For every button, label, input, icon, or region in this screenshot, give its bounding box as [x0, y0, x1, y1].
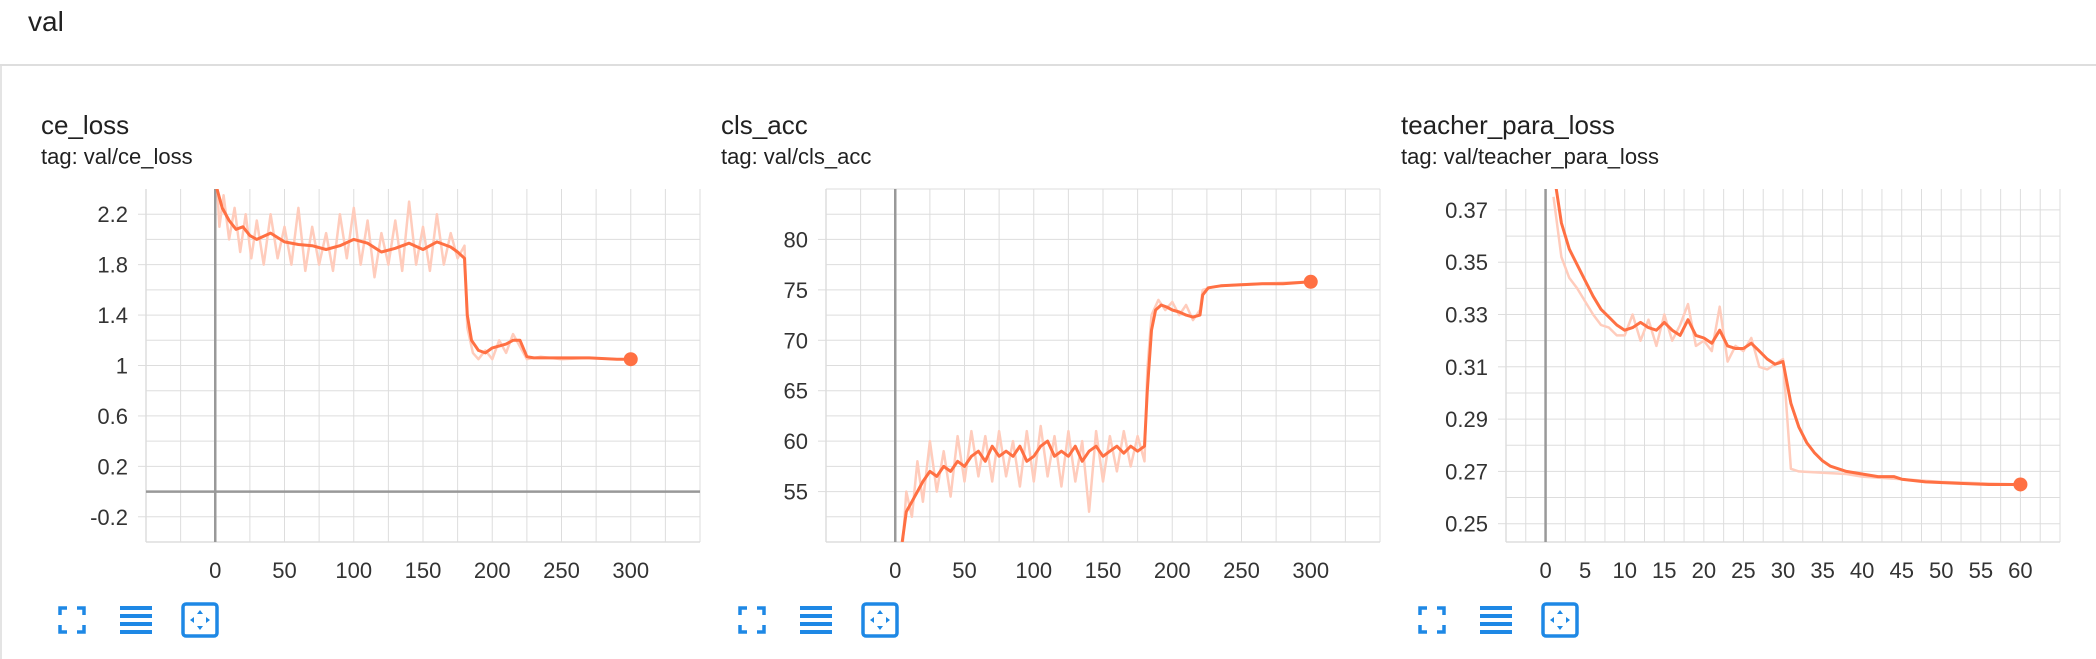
fullscreen-button[interactable] [732, 600, 772, 640]
x-tick-label: 25 [1731, 558, 1755, 583]
card-title: cls_acc [721, 110, 808, 140]
y-tick-label: 80 [784, 227, 808, 252]
last-point-marker [623, 352, 638, 367]
last-point-marker [2013, 477, 2028, 492]
y-tick-label: 0.35 [1445, 250, 1488, 275]
x-tick-label: 250 [543, 558, 580, 583]
ce-loss-chart[interactable]: -0.2 0.2 0.6 1 1.4 1.8 2.2 0 50 100 150 200 250 300 [0, 66, 701, 596]
y-tick-label: 60 [784, 429, 808, 454]
x-tick-label: 300 [612, 558, 649, 583]
y-tick-label: 2.2 [97, 202, 128, 227]
x-tick-label: 0 [1539, 558, 1551, 583]
x-tick-label: 250 [1223, 558, 1260, 583]
fullscreen-icon [738, 606, 766, 634]
y-tick-label: 75 [784, 278, 808, 303]
x-tick-label: 200 [1154, 558, 1191, 583]
x-tick-label: 100 [335, 558, 372, 583]
y-tick-label: 70 [784, 328, 808, 353]
series-group [900, 280, 1311, 542]
y-tick-label: 0.27 [1445, 459, 1488, 484]
card-tag: tag: val/teacher_para_loss [1401, 144, 1660, 169]
x-tick-label: 50 [1929, 558, 1953, 583]
series-raw-line [901, 280, 1311, 542]
x-tick-label: 50 [272, 558, 296, 583]
fullscreen-icon [1418, 606, 1446, 634]
x-tick-label: 100 [1015, 558, 1052, 583]
y-tick-label: 0.29 [1445, 407, 1488, 432]
y-tick-label: 0.37 [1445, 198, 1488, 223]
section-divider [0, 64, 2096, 66]
y-tick-label: 0.6 [97, 404, 128, 429]
x-tick-label: 40 [1850, 558, 1874, 583]
series-smoothed-line [1554, 189, 2021, 486]
fit-domain-icon [1541, 602, 1579, 638]
series-raw-line [216, 189, 631, 361]
card-title: teacher_para_loss [1401, 110, 1615, 140]
y-tick-label: 0.2 [97, 454, 128, 479]
section-title: val [28, 6, 64, 37]
x-tick-label: 45 [1889, 558, 1913, 583]
teacher-para-loss-chart[interactable]: 0.25 0.27 0.29 0.31 0.33 0.35 0.37 0 5 10 15 20 25 30… [1360, 66, 2061, 596]
y-tick-label: 0.25 [1445, 512, 1488, 537]
fit-domain-button[interactable] [180, 600, 220, 640]
x-tick-label: 15 [1652, 558, 1676, 583]
fullscreen-icon [58, 606, 86, 634]
fit-domain-icon [861, 602, 899, 638]
x-tick-label: 0 [889, 558, 901, 583]
x-tick-label: 300 [1292, 558, 1329, 583]
x-tick-label: 10 [1612, 558, 1636, 583]
x-tick-label: 150 [1085, 558, 1122, 583]
y-tick-label: 1.4 [97, 303, 128, 328]
x-tick-label: 30 [1771, 558, 1795, 583]
x-tick-label: 150 [405, 558, 442, 583]
y-tick-label: 1 [116, 354, 128, 379]
fit-domain-button[interactable] [1540, 600, 1580, 640]
series-group [215, 189, 631, 361]
toggle-log-icon [800, 606, 832, 634]
y-tick-label: 0.33 [1445, 303, 1488, 328]
section-frame [0, 64, 2096, 659]
x-tick-label: 50 [952, 558, 976, 583]
x-tick-label: 0 [209, 558, 221, 583]
fullscreen-button[interactable] [52, 600, 92, 640]
series-raw-line [1552, 196, 2021, 486]
fit-domain-icon [181, 602, 219, 638]
cls-acc-chart[interactable]: 55 60 65 70 75 80 0 50 100 150 200 250 300 [680, 66, 1381, 596]
x-tick-label: 35 [1810, 558, 1834, 583]
toggle-log-scale-button[interactable] [796, 600, 836, 640]
toggle-log-scale-button[interactable] [1476, 600, 1516, 640]
chart-card-cls-acc: cls_acc tag: val/cls_acc 55 60 65 70 75 80 0 50… [680, 66, 1381, 659]
x-tick-label: 60 [2008, 558, 2032, 583]
fit-domain-button[interactable] [860, 600, 900, 640]
x-tick-label: 55 [1969, 558, 1993, 583]
chart-card-teacher-para-loss: teacher_para_loss tag: val/teacher_para_… [1360, 66, 2061, 659]
card-tag: tag: val/ce_loss [41, 144, 193, 169]
card-title: ce_loss [41, 110, 130, 140]
y-tick-label: 55 [784, 480, 808, 505]
toggle-log-icon [1480, 606, 1512, 634]
chart-card-ce-loss: ce_loss tag: val/ce_loss -0.2 0.2 0.6 1 1.4 1… [0, 66, 701, 659]
last-point-marker [1303, 274, 1318, 289]
fullscreen-button[interactable] [1412, 600, 1452, 640]
x-tick-label: 5 [1579, 558, 1591, 583]
x-tick-label: 200 [474, 558, 511, 583]
card-tag: tag: val/cls_acc [721, 144, 872, 169]
series-smoothed-line [900, 280, 1311, 542]
y-tick-label: 0.31 [1445, 355, 1488, 380]
series-group [1552, 189, 2021, 486]
series-smoothed-line [215, 189, 631, 361]
toggle-log-icon [120, 606, 152, 634]
toggle-log-scale-button[interactable] [116, 600, 156, 640]
y-tick-label: -0.2 [90, 505, 128, 530]
x-tick-label: 20 [1692, 558, 1716, 583]
y-tick-label: 65 [784, 379, 808, 404]
y-tick-label: 1.8 [97, 253, 128, 278]
